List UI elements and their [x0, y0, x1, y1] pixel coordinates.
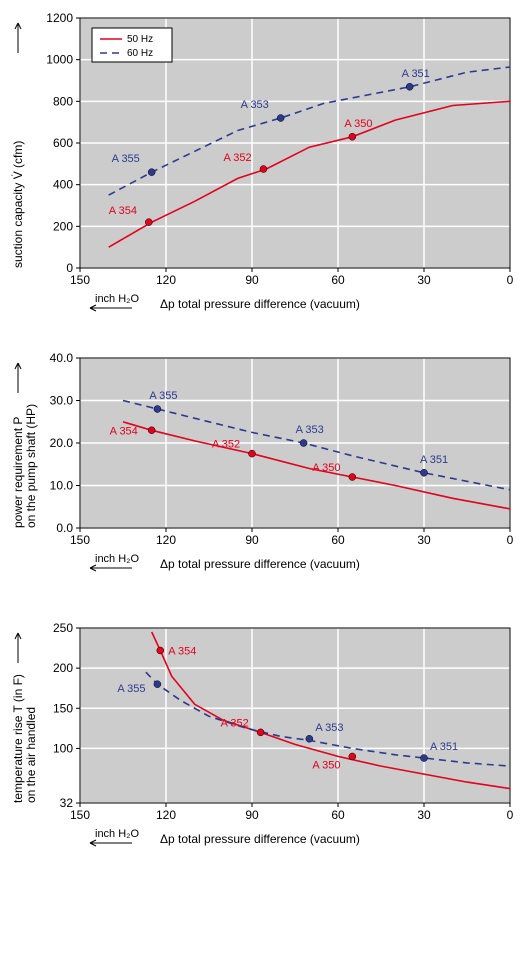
ytick-label: 1200 [46, 11, 73, 25]
point-label-60: A 353 [241, 99, 269, 111]
point-label-50: A 352 [212, 439, 240, 451]
data-point [154, 406, 161, 413]
x-axis-arrow-icon [90, 305, 132, 311]
point-label-50: A 354 [168, 645, 196, 657]
ytick-label: 40.0 [50, 351, 74, 365]
ytick-label: 30.0 [50, 394, 74, 408]
xtick-label: 150 [70, 533, 90, 547]
data-point [148, 169, 155, 176]
xtick-label: 90 [245, 273, 259, 287]
point-label-60: A 353 [296, 424, 324, 436]
data-point [421, 755, 428, 762]
xtick-label: 60 [331, 273, 345, 287]
point-label-60: A 351 [420, 454, 448, 466]
y-axis-label: on the air handled [24, 707, 38, 803]
point-label-50: A 350 [344, 118, 372, 130]
legend-label: 50 Hz [127, 34, 153, 45]
data-point [145, 219, 152, 226]
xtick-label: 0 [507, 273, 514, 287]
ytick-label: 150 [53, 701, 73, 715]
point-label-50: A 350 [312, 759, 340, 771]
data-point [277, 115, 284, 122]
ytick-label: 200 [53, 661, 73, 675]
xtick-label: 90 [245, 533, 259, 547]
ytick-label: 1000 [46, 53, 73, 67]
x-axis-unit: inch H₂O [95, 293, 139, 305]
data-point [300, 440, 307, 447]
y-axis-arrow-icon [15, 363, 21, 393]
xtick-label: 120 [156, 533, 176, 547]
point-label-60: A 351 [430, 741, 458, 753]
y-axis-label: suction capacity V̇ (cfm) [11, 141, 25, 268]
data-point [157, 647, 164, 654]
ytick-label: 250 [53, 621, 73, 635]
xtick-label: 30 [417, 273, 431, 287]
point-label-60: A 355 [149, 390, 177, 402]
point-label-50: A 350 [312, 462, 340, 474]
point-label-50: A 354 [109, 205, 137, 217]
point-label-50: A 354 [110, 425, 138, 437]
ytick-label: 20.0 [50, 436, 74, 450]
xtick-label: 150 [70, 808, 90, 822]
data-point [306, 735, 313, 742]
x-axis-label: Δp total pressure difference (vacuum) [160, 557, 360, 571]
chart-svg-suction: 0200400600800100012001501209060300A 354A… [0, 0, 530, 330]
chart-power: 0.010.020.030.040.01501209060300A 354A 3… [0, 340, 530, 600]
data-point [257, 729, 264, 736]
ytick-label: 100 [53, 741, 73, 755]
x-axis-arrow-icon [90, 565, 132, 571]
x-axis-label: Δp total pressure difference (vacuum) [160, 297, 360, 311]
point-label-50: A 352 [221, 717, 249, 729]
ytick-label: 800 [53, 94, 73, 108]
y-axis-label: on the pump shaft (HP) [24, 404, 38, 528]
ytick-label: 10.0 [50, 479, 74, 493]
xtick-label: 150 [70, 273, 90, 287]
xtick-label: 120 [156, 273, 176, 287]
xtick-label: 30 [417, 808, 431, 822]
data-point [249, 450, 256, 457]
data-point [406, 83, 413, 90]
point-label-60: A 353 [315, 722, 343, 734]
ytick-label: 600 [53, 136, 73, 150]
xtick-label: 60 [331, 533, 345, 547]
chart-suction: 0200400600800100012001501209060300A 354A… [0, 0, 530, 330]
point-label-50: A 352 [223, 152, 251, 164]
x-axis-label: Δp total pressure difference (vacuum) [160, 832, 360, 846]
xtick-label: 60 [331, 808, 345, 822]
data-point [260, 166, 267, 173]
data-point [349, 753, 356, 760]
xtick-label: 0 [507, 808, 514, 822]
point-label-60: A 355 [112, 153, 140, 165]
data-point [148, 427, 155, 434]
y-axis-label: temperature rise T (in F) [11, 674, 25, 803]
ytick-label: 400 [53, 178, 73, 192]
xtick-label: 120 [156, 808, 176, 822]
y-axis-arrow-icon [15, 23, 21, 53]
x-axis-unit: inch H₂O [95, 553, 139, 565]
chart-svg-power: 0.010.020.030.040.01501209060300A 354A 3… [0, 340, 530, 600]
data-point [421, 469, 428, 476]
data-point [154, 681, 161, 688]
x-axis-arrow-icon [90, 840, 132, 846]
xtick-label: 30 [417, 533, 431, 547]
legend-label: 60 Hz [127, 48, 153, 59]
xtick-label: 90 [245, 808, 259, 822]
point-label-60: A 355 [117, 683, 145, 695]
y-axis-arrow-icon [15, 633, 21, 663]
ytick-label: 200 [53, 219, 73, 233]
data-point [349, 133, 356, 140]
chart-svg-temp: 321001502002501501209060300A 354A 352A 3… [0, 610, 530, 870]
x-axis-unit: inch H₂O [95, 828, 139, 840]
y-axis-label: power requirement P [11, 417, 25, 528]
chart-temp: 321001502002501501209060300A 354A 352A 3… [0, 610, 530, 870]
xtick-label: 0 [507, 533, 514, 547]
data-point [349, 474, 356, 481]
point-label-60: A 351 [402, 68, 430, 80]
